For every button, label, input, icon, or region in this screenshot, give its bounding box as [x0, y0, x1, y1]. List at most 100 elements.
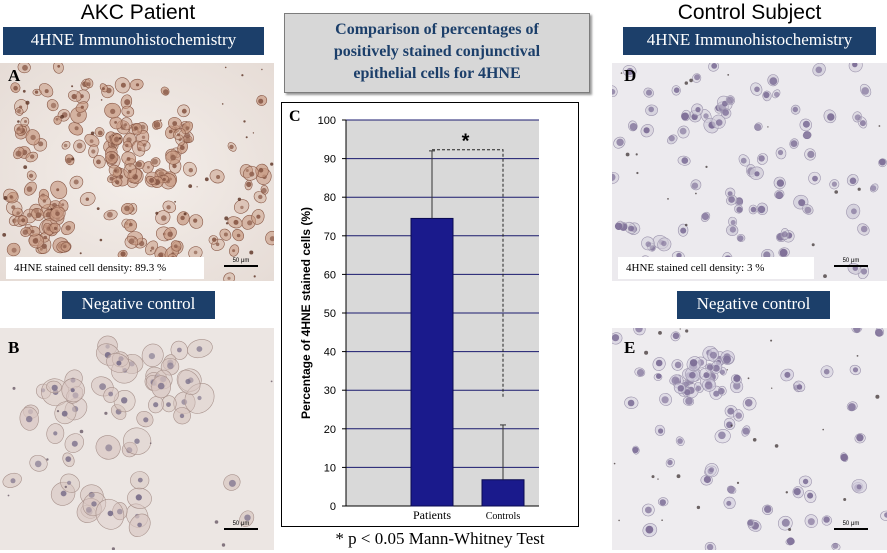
cell-nucleus	[859, 120, 866, 127]
cell-nucleus	[763, 251, 771, 259]
cell-nucleus	[113, 136, 120, 143]
cell-nucleus	[126, 447, 133, 454]
cell-nucleus	[185, 126, 190, 130]
cell-nucleus	[616, 138, 624, 146]
cell-nucleus	[126, 110, 130, 115]
cell-nucleus	[188, 168, 193, 173]
cell-nucleus	[677, 438, 683, 444]
y-tick-label: 30	[324, 385, 336, 397]
debris-speck	[705, 165, 708, 168]
cell-nucleus	[96, 159, 101, 165]
debris-speck	[730, 424, 733, 427]
cell-nucleus	[775, 191, 784, 200]
cell-nucleus	[802, 120, 810, 128]
cell-nucleus	[135, 494, 142, 501]
panel-a-label: A	[8, 66, 21, 85]
cell-nucleus	[163, 89, 169, 95]
debris-speck	[37, 247, 39, 249]
cell-nucleus	[860, 268, 868, 275]
panel-d-micrograph	[612, 63, 887, 281]
cell-nucleus	[174, 244, 178, 248]
cell-nucleus	[132, 174, 138, 180]
cell-nucleus	[853, 328, 861, 333]
cell-nucleus	[180, 215, 185, 221]
panel-b-micrograph	[0, 328, 274, 550]
cell-nucleus	[681, 112, 689, 121]
debris-speck	[249, 250, 254, 255]
debris-speck	[64, 485, 68, 489]
cell-nucleus	[193, 250, 198, 255]
cell-nucleus	[105, 444, 113, 452]
cell-nucleus	[193, 218, 198, 223]
cell-nucleus	[246, 181, 252, 188]
cell-nucleus	[812, 175, 818, 182]
cell-nucleus	[796, 384, 803, 390]
cell-nucleus	[677, 385, 684, 392]
cell-nucleus	[674, 361, 682, 369]
cell-nucleus	[136, 161, 143, 168]
debris-speck	[771, 387, 773, 389]
cell-nucleus	[215, 242, 220, 247]
cell-nucleus	[124, 123, 128, 127]
cell-nucleus	[91, 501, 97, 507]
cell-nucleus	[681, 157, 689, 164]
cell-nucleus	[137, 522, 142, 528]
y-tick-label: 40	[324, 347, 336, 359]
cell-nucleus	[718, 431, 726, 440]
cell-nucleus	[134, 438, 140, 444]
cell-nucleus	[124, 205, 130, 212]
debris-speck	[695, 192, 697, 195]
cell-nucleus	[26, 415, 33, 423]
right-column-heading: Control Subject	[677, 1, 822, 24]
debris-speck	[679, 328, 681, 330]
cell-nucleus	[689, 371, 696, 379]
debris-speck	[71, 85, 74, 88]
cell-nucleus	[628, 225, 634, 232]
cell-nucleus	[671, 376, 680, 385]
cell-nucleus	[645, 525, 654, 534]
cell-nucleus	[679, 127, 687, 135]
cell-nucleus	[807, 518, 815, 526]
cell-nucleus	[114, 121, 117, 124]
cell-nucleus	[172, 121, 178, 126]
cell-nucleus	[42, 199, 47, 203]
debris-speck	[726, 369, 728, 371]
x-tick-label: Patients	[413, 508, 451, 522]
debris-speck	[224, 66, 227, 69]
cell-nucleus	[15, 150, 22, 157]
debris-speck	[684, 81, 688, 85]
cell-nucleus	[65, 225, 71, 231]
cell-nucleus	[223, 232, 228, 237]
cell-nucleus	[849, 177, 857, 185]
cell-nucleus	[55, 211, 60, 217]
cell-nucleus	[142, 143, 147, 147]
cell-nucleus	[776, 179, 785, 187]
cell-nucleus	[153, 402, 159, 408]
debris-speck	[183, 212, 187, 216]
y-tick-label: 70	[324, 231, 336, 243]
cell-nucleus	[86, 82, 91, 87]
cell-nucleus	[24, 120, 27, 123]
cell-nucleus	[161, 215, 167, 221]
cell-nucleus	[244, 514, 251, 521]
cell-nucleus	[107, 211, 113, 218]
cell-nucleus	[166, 402, 171, 407]
cell-nucleus	[34, 90, 39, 94]
debris-speck	[25, 100, 30, 105]
panel-d-scale-bar: 50 μm	[834, 258, 868, 267]
cell-nucleus	[685, 397, 693, 405]
cell-nucleus	[63, 143, 68, 148]
panel-c-label: C	[289, 108, 301, 125]
debris-speck	[155, 211, 159, 215]
debris-speck	[221, 543, 226, 547]
cell-nucleus	[60, 490, 67, 497]
debris-speck	[613, 462, 616, 465]
cell-nucleus	[212, 237, 217, 242]
debris-speck	[878, 125, 881, 127]
debris-speck	[658, 331, 662, 335]
debris-speck	[620, 72, 623, 74]
debris-speck	[112, 134, 114, 137]
cell-nucleus	[758, 155, 765, 162]
cell-nucleus	[645, 241, 652, 247]
cell-nucleus	[56, 188, 60, 192]
